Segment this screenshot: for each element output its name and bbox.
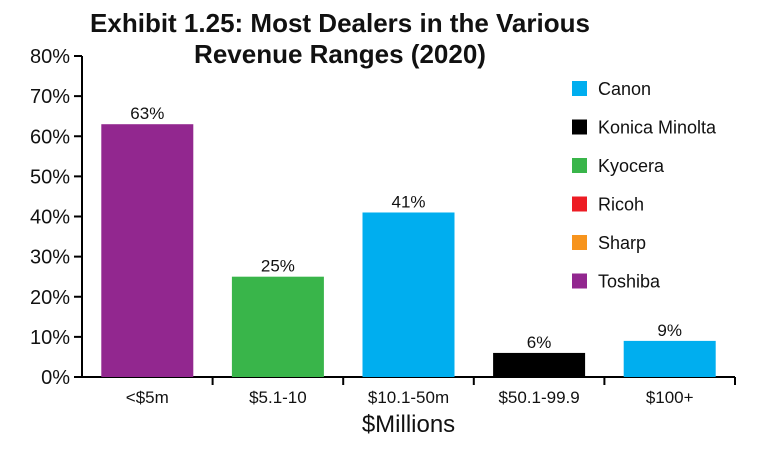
y-tick-label: 40%: [30, 207, 70, 229]
legend-label: Canon: [598, 79, 651, 99]
y-tick-label: 20%: [30, 287, 70, 309]
legend-swatch: [572, 158, 587, 173]
x-tick-label: $5.1-10: [249, 388, 307, 407]
legend-swatch: [572, 196, 587, 212]
legend-swatch: [572, 235, 587, 250]
legend-label: Sharp: [598, 233, 646, 253]
y-tick-label: 0%: [41, 367, 70, 389]
bar-canon: [362, 212, 455, 377]
legend-label: Kyocera: [598, 156, 665, 176]
y-tick-label: 50%: [30, 166, 70, 188]
legend-swatch: [572, 119, 587, 135]
bar-value-label: 9%: [657, 321, 682, 340]
bar-value-label: 63%: [130, 104, 164, 123]
y-tick-label: 30%: [30, 247, 70, 269]
x-tick-label: $10.1-50m: [368, 388, 449, 407]
bar-value-label: 41%: [391, 192, 425, 211]
chart-title: Exhibit 1.25: Most Dealers in the Variou…: [90, 8, 590, 69]
legend-label: Ricoh: [598, 195, 644, 215]
x-axis-title: $Millions: [362, 411, 455, 438]
y-tick-label: 10%: [30, 327, 70, 349]
bar-toshiba: [101, 124, 194, 378]
bar-canon: [623, 340, 716, 377]
legend-swatch: [572, 81, 587, 96]
legend-label: Konica Minolta: [598, 118, 717, 138]
legend-label: Toshiba: [598, 272, 661, 292]
bar-value-label: 25%: [261, 257, 295, 276]
y-tick-label: 80%: [30, 46, 70, 68]
bar-value-label: 6%: [527, 333, 552, 352]
x-tick-label: <$5m: [126, 388, 169, 407]
y-tick-label: 70%: [30, 86, 70, 108]
legend-swatch: [572, 273, 587, 289]
bar-konica-minolta: [493, 352, 586, 377]
bar-kyocera: [231, 276, 324, 377]
x-tick-label: $50.1-99.9: [498, 388, 579, 407]
x-tick-label: $100+: [646, 388, 694, 407]
y-tick-label: 60%: [30, 126, 70, 148]
